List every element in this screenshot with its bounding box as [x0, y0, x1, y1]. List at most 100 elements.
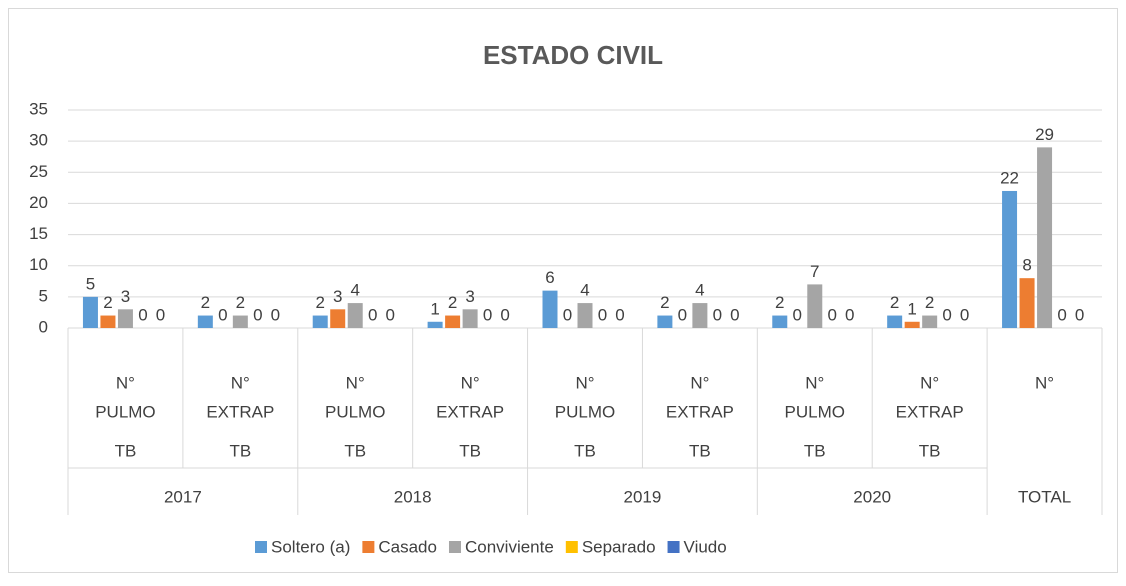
data-label: 0 — [563, 305, 572, 324]
data-label: 2 — [201, 293, 210, 312]
data-label: 2 — [448, 293, 457, 312]
y-tick-label: 20 — [29, 193, 48, 212]
x-tick-label: EXTRAP — [436, 402, 504, 421]
group-label: TOTAL — [1018, 487, 1071, 506]
bar — [1019, 278, 1035, 328]
y-tick-label: 15 — [29, 224, 48, 243]
legend-label: Conviviente — [465, 537, 554, 556]
x-tick-label: PULMO — [555, 402, 615, 421]
bar — [772, 315, 788, 328]
data-label: 8 — [1022, 256, 1031, 275]
data-label: 22 — [1000, 168, 1019, 187]
data-label: 4 — [580, 281, 589, 300]
data-label: 2 — [236, 293, 245, 312]
data-label: 5 — [86, 274, 95, 293]
legend-label: Soltero (a) — [271, 537, 350, 556]
data-label: 0 — [615, 305, 624, 324]
data-label: 0 — [598, 305, 607, 324]
y-tick-label: 30 — [29, 131, 48, 150]
group-label: 2019 — [624, 487, 662, 506]
chart-border — [8, 8, 1118, 573]
bar — [232, 315, 248, 328]
data-label: 29 — [1035, 125, 1054, 144]
x-tick-label: PULMO — [325, 402, 385, 421]
data-label: 0 — [793, 305, 802, 324]
x-tick-label: TB — [919, 441, 941, 460]
data-label: 0 — [730, 305, 739, 324]
data-label: 0 — [1075, 305, 1084, 324]
bar — [887, 315, 903, 328]
data-label: 0 — [678, 305, 687, 324]
chart-title: ESTADO CIVIL — [483, 40, 663, 70]
data-label: 3 — [121, 287, 130, 306]
x-tick-label: N° — [1035, 373, 1054, 392]
bar — [427, 321, 443, 328]
bar — [807, 284, 823, 328]
bar — [657, 315, 673, 328]
legend-label: Separado — [582, 537, 656, 556]
legend-swatch — [255, 541, 267, 553]
x-tick-label: N° — [575, 373, 594, 392]
legend-swatch — [362, 541, 375, 553]
x-tick-label: N° — [461, 373, 480, 392]
y-tick-label: 35 — [29, 99, 48, 118]
data-label: 0 — [385, 305, 394, 324]
y-tick-label: 25 — [29, 162, 48, 181]
bar — [445, 315, 461, 328]
data-label: 7 — [810, 262, 819, 281]
data-label: 2 — [660, 293, 669, 312]
bar — [462, 309, 478, 328]
x-tick-label: TB — [459, 441, 481, 460]
bar — [904, 321, 920, 328]
legend-label: Casado — [378, 537, 437, 556]
x-tick-label: N° — [231, 373, 250, 392]
x-tick-label: N° — [346, 373, 365, 392]
x-tick-label: TB — [229, 441, 251, 460]
legend-label: Viudo — [684, 537, 727, 556]
x-tick-label: TB — [804, 441, 826, 460]
legend-swatch — [565, 541, 578, 553]
group-label: 2018 — [394, 487, 432, 506]
data-label: 0 — [1057, 305, 1066, 324]
data-label: 2 — [103, 293, 112, 312]
x-tick-label: TB — [115, 441, 137, 460]
x-tick-label: TB — [344, 441, 366, 460]
group-label: 2020 — [853, 487, 891, 506]
bar — [542, 290, 558, 328]
bar — [117, 309, 133, 328]
data-label: 1 — [907, 299, 916, 318]
x-tick-label: EXTRAP — [896, 402, 964, 421]
x-tick-label: TB — [689, 441, 711, 460]
data-label: 0 — [138, 305, 147, 324]
x-tick-label: N° — [920, 373, 939, 392]
data-label: 0 — [271, 305, 280, 324]
group-label: 2017 — [164, 487, 202, 506]
x-tick-label: TB — [574, 441, 596, 460]
data-label: 0 — [483, 305, 492, 324]
bar — [1037, 147, 1053, 328]
legend-swatch — [448, 541, 461, 553]
data-label: 0 — [845, 305, 854, 324]
legend-swatch — [667, 541, 680, 553]
data-label: 4 — [695, 281, 704, 300]
data-label: 3 — [333, 287, 342, 306]
data-label: 0 — [368, 305, 377, 324]
x-tick-label: EXTRAP — [666, 402, 734, 421]
data-label: 0 — [156, 305, 165, 324]
bar — [922, 315, 938, 328]
bar — [347, 303, 363, 328]
bar — [197, 315, 213, 328]
data-label: 2 — [775, 293, 784, 312]
data-label: 4 — [350, 281, 359, 300]
data-label: 2 — [890, 293, 899, 312]
y-tick-label: 5 — [39, 286, 48, 305]
data-label: 0 — [713, 305, 722, 324]
bar — [1002, 190, 1018, 328]
data-label: 0 — [218, 305, 227, 324]
bar — [692, 303, 708, 328]
y-tick-label: 10 — [29, 255, 48, 274]
data-label: 0 — [500, 305, 509, 324]
y-tick-label: 0 — [39, 317, 48, 336]
x-tick-label: N° — [690, 373, 709, 392]
